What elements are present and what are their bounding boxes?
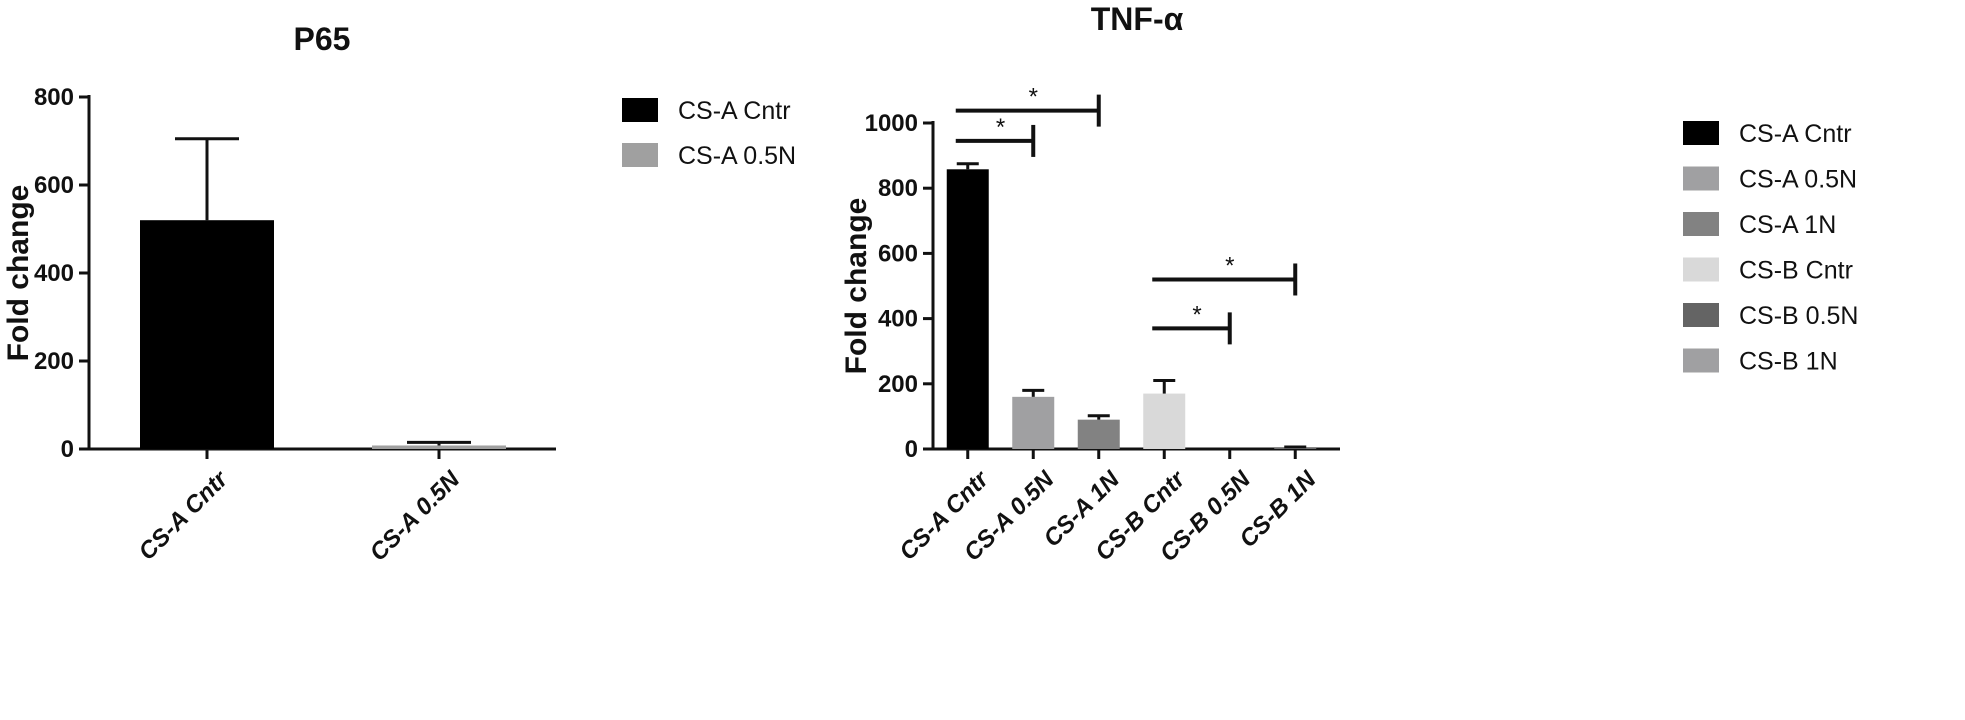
y-tick-label: 200 xyxy=(34,348,74,375)
p65-panel: P65 Fold change 0 200 400 600 800 CS-A Cntr CS-A… xyxy=(2,21,796,567)
legend-swatch-cs-a-cntr xyxy=(1683,121,1719,145)
legend-swatch-cs-b-1n xyxy=(1683,348,1719,373)
y-axis-label: Fold change xyxy=(2,185,35,362)
y-axis-label: Fold change xyxy=(840,198,873,375)
legend-label: CS-A 0.5N xyxy=(1739,166,1857,194)
significance-star: * xyxy=(1225,252,1234,279)
bar-cs-a-0-5n xyxy=(372,445,506,449)
bar-cs-a-0-5n xyxy=(1012,396,1055,449)
legend-label: CS-A 0.5N xyxy=(678,142,796,170)
legend-swatch-cs-a-cntr xyxy=(622,98,658,122)
legend-label: CS-A 1N xyxy=(1739,211,1836,239)
y-tick-label: 0 xyxy=(905,436,918,463)
legend-label: CS-B Cntr xyxy=(1739,257,1853,285)
y-tick-label: 800 xyxy=(878,175,918,202)
bar-cs-b-1n xyxy=(1274,448,1317,449)
y-tick-label: 600 xyxy=(34,172,74,199)
bar-cs-b-cntr xyxy=(1143,393,1186,449)
y-tick-label: 600 xyxy=(878,240,918,267)
bar-cs-a-cntr xyxy=(946,169,989,450)
legend-label: CS-A Cntr xyxy=(678,97,791,125)
y-tick-label: 400 xyxy=(878,306,918,333)
chart-title: TNF-α xyxy=(1091,1,1184,37)
x-tick-label: CS-A Cntr xyxy=(134,465,235,566)
y-tick-label: 1000 xyxy=(865,110,918,137)
legend-swatch-cs-b-0-5n xyxy=(1683,303,1719,327)
legend-label: CS-A Cntr xyxy=(1739,120,1852,148)
significance-star: * xyxy=(1192,301,1201,328)
bar-cs-a-cntr xyxy=(140,220,274,449)
x-tick-label: CS-A 0.5N xyxy=(365,466,466,567)
significance-star: * xyxy=(996,114,1005,141)
y-tick-label: 200 xyxy=(878,371,918,398)
tnf-alpha-panel: TNF-α Fold change 0 200 400 600 800 1000 CS-A Cn… xyxy=(840,1,1858,567)
legend-swatch-cs-a-0-5n xyxy=(622,143,658,167)
legend-swatch-cs-a-0-5n xyxy=(1683,166,1719,191)
chart-title: P65 xyxy=(294,21,351,57)
significance-star: * xyxy=(1029,84,1038,111)
y-tick-label: 800 xyxy=(34,84,74,111)
legend-label: CS-B 0.5N xyxy=(1739,302,1858,330)
y-tick-label: 400 xyxy=(34,260,74,287)
y-tick-label: 0 xyxy=(61,436,74,463)
legend-swatch-cs-a-1n xyxy=(1683,212,1719,236)
bar-cs-a-1n xyxy=(1077,419,1120,449)
legend-label: CS-B 1N xyxy=(1739,348,1838,376)
legend-swatch-cs-b-cntr xyxy=(1683,257,1719,282)
